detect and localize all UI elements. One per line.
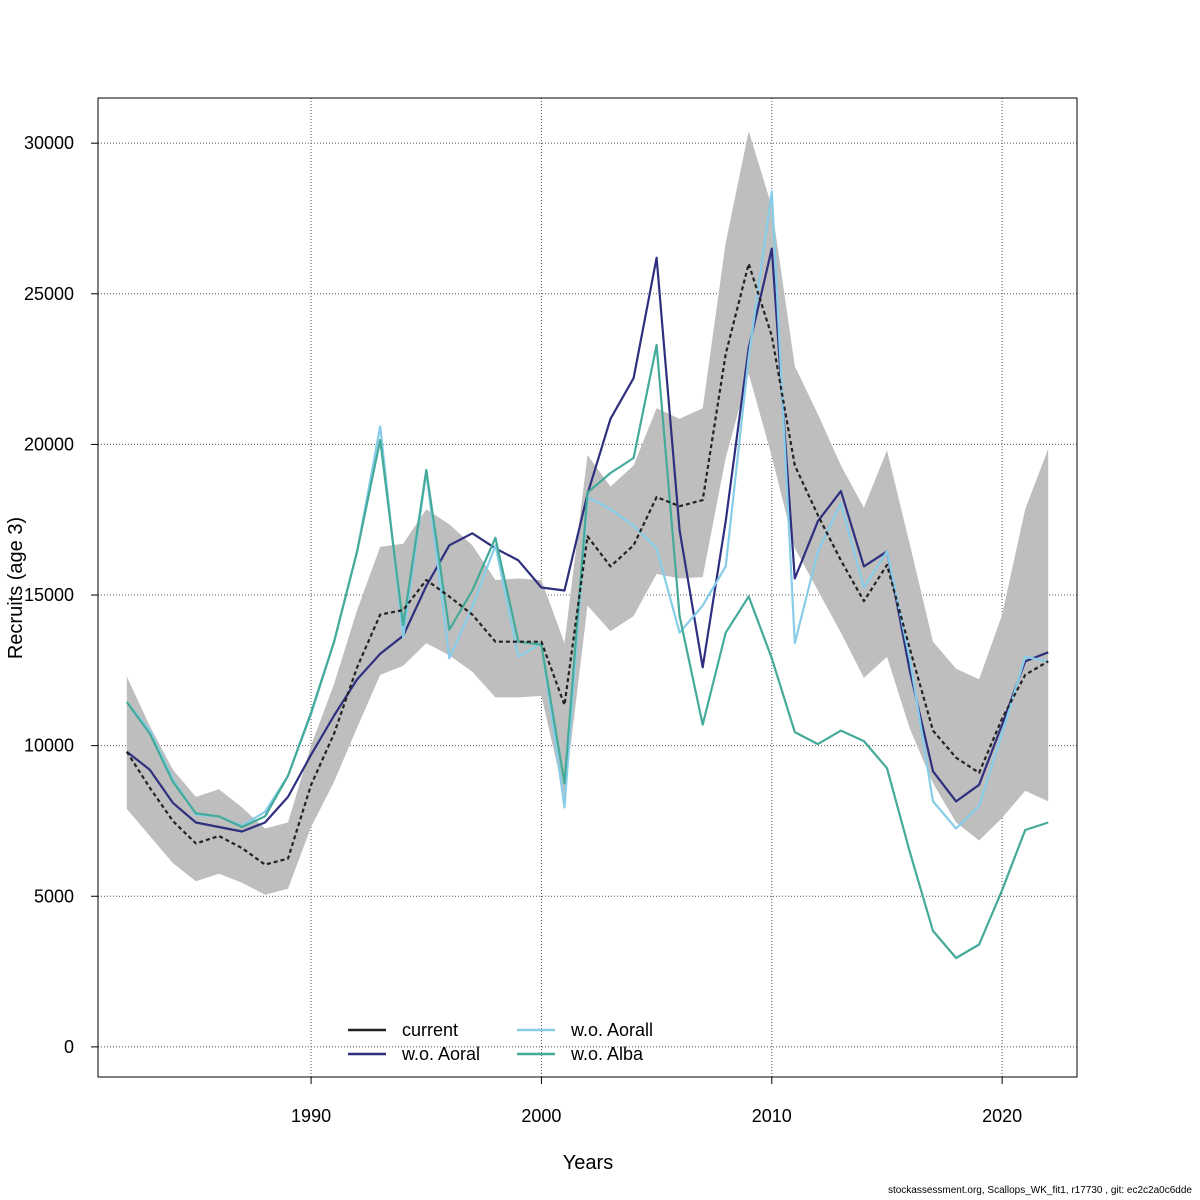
x-tick-label: 2020 bbox=[982, 1106, 1022, 1126]
y-tick-label: 5000 bbox=[34, 886, 74, 906]
y-axis-label: Recruits (age 3) bbox=[5, 517, 27, 659]
confidence-band-layer bbox=[126, 131, 1049, 895]
footer-note: stockassessment.org, Scallops_WK_fit1, r… bbox=[887, 1185, 1192, 1196]
legend-label: current bbox=[402, 1020, 458, 1040]
y-tick-label: 0 bbox=[64, 1037, 74, 1057]
series-line-current bbox=[125, 262, 1049, 866]
legend-label: w.o. Aorall bbox=[570, 1020, 653, 1040]
confidence-band bbox=[126, 131, 1049, 895]
plot-frame bbox=[97, 97, 1078, 1078]
x-tick-label: 1990 bbox=[291, 1106, 331, 1126]
legend-label: w.o. Aoral bbox=[401, 1044, 480, 1064]
y-tick-label: 20000 bbox=[24, 434, 74, 454]
x-axis-label: Years bbox=[563, 1152, 613, 1174]
y-tick-label: 10000 bbox=[24, 736, 74, 756]
axis-ticks: 1990 2000 2010 2020 0 5000 10000 15000 20000 2500… bbox=[24, 133, 1022, 1126]
x-tick-label: 2000 bbox=[521, 1106, 561, 1126]
y-tick-label: 25000 bbox=[24, 284, 74, 304]
y-tick-label: 30000 bbox=[24, 133, 74, 153]
legend: current w.o. Aoral w.o. Aorall w.o. Alba bbox=[348, 1020, 653, 1064]
series-line-w-o-aorall bbox=[125, 190, 1049, 830]
x-tick-label: 2010 bbox=[752, 1106, 792, 1126]
series-layer bbox=[125, 190, 1049, 960]
series-line-w-o-alba bbox=[125, 343, 1049, 960]
legend-label: w.o. Alba bbox=[570, 1044, 644, 1064]
y-tick-label: 15000 bbox=[24, 585, 74, 605]
